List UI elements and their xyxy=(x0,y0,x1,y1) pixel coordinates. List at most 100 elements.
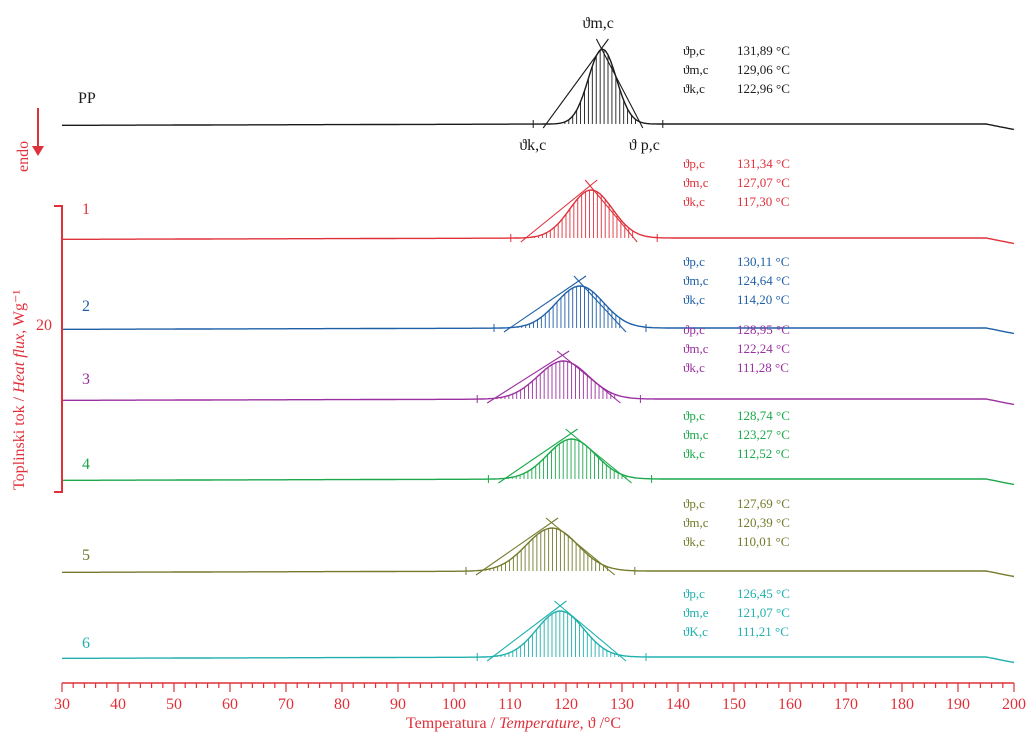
onset-tangent xyxy=(486,600,567,662)
x-tick-label: 90 xyxy=(390,696,406,713)
curve-line xyxy=(61,527,1015,578)
x-tick-label: 30 xyxy=(54,696,70,713)
annotation-block: ϑp,c 130,11 °C ϑm,c 124,64 °C ϑk,c 114,20 °C xyxy=(683,254,790,307)
x-tick-label: 70 xyxy=(278,696,294,713)
curve-1: 1 xyxy=(62,179,1015,245)
end-label: ϑ p,c xyxy=(629,137,660,154)
curve-line xyxy=(61,285,1015,335)
annotation-symbol: ϑk,c xyxy=(683,360,705,375)
annotation-value: 131,89 °C xyxy=(737,43,790,58)
onset-label: ϑk,c xyxy=(519,137,546,154)
x-tick-label: 80 xyxy=(334,696,350,713)
annotation-value: 127,07 °C xyxy=(737,175,790,190)
curve-6: 6 xyxy=(61,600,1015,664)
onset-tangent xyxy=(503,275,587,333)
annotation-symbol: ϑk,c xyxy=(683,534,705,549)
onset-tangent xyxy=(498,428,578,484)
curve-line xyxy=(61,360,1015,406)
annotation-block: ϑp,c 131,89 °C ϑm,c 129,06 °C ϑk,c 122,96 °C xyxy=(683,43,790,96)
annotation-symbol: ϑp,c xyxy=(683,586,705,601)
annotation-symbol: ϑm,c xyxy=(683,515,709,530)
annotation-value: 117,30 °C xyxy=(737,194,789,209)
annotation-symbol: ϑm,c xyxy=(683,427,709,442)
annotation-block: ϑp,c 131,34 °C ϑm,c 127,07 °C ϑk,c 117,30 °C xyxy=(683,156,790,209)
annotation-value: 122,96 °C xyxy=(737,81,790,96)
x-tick-label: 130 xyxy=(610,696,634,713)
annotation-value: 128,95 °C xyxy=(737,322,790,337)
annotation-symbol: ϑp,c xyxy=(683,408,705,423)
endo-label: endo xyxy=(15,141,32,172)
annotation-value: 124,64 °C xyxy=(737,273,790,288)
annotations-layer: ϑp,c 131,89 °Cϑm,c 129,06 °Cϑk,c 122,96 °Cϑ… xyxy=(519,15,790,639)
x-tick-label: 100 xyxy=(442,696,466,713)
onset-tangent xyxy=(542,38,609,129)
annotation-symbol: ϑm,c xyxy=(683,341,709,356)
annotation-symbol: ϑk,c xyxy=(683,194,705,209)
scale-bar-label: 20 xyxy=(36,317,52,334)
onset-tangent xyxy=(520,179,598,243)
annotation-value: 111,21 °C xyxy=(737,624,789,639)
annotation-value: 112,52 °C xyxy=(737,446,789,461)
annotation-value: 128,74 °C xyxy=(737,408,790,423)
annotation-symbol: ϑp,c xyxy=(683,156,705,171)
x-tick-label: 120 xyxy=(554,696,578,713)
curves-layer: PP 1 2 3 4 5 6 xyxy=(61,38,1015,664)
x-tick-label: 40 xyxy=(110,696,126,713)
annotation-value: 129,06 °C xyxy=(737,62,790,77)
x-tick-label: 160 xyxy=(778,696,802,713)
curve-line xyxy=(61,610,1015,664)
end-tangent xyxy=(545,517,616,576)
annotation-block: ϑp,c 128,74 °C ϑm,c 123,27 °C ϑk,c 112,52 °C xyxy=(683,408,790,461)
annotation-value: 111,28 °C xyxy=(737,360,789,375)
curve-4: 4 xyxy=(61,428,1015,486)
x-axis: 30 40 50 60 70 80 90 100 110 120 130 140 150 160 170 18… xyxy=(54,682,1026,713)
annotation-symbol: ϑk,c xyxy=(683,81,705,96)
annotation-symbol: ϑm,c xyxy=(683,273,709,288)
annotation-symbol: ϑm,c xyxy=(683,175,709,190)
x-axis-title: Temperatura / Temperature, ϑ /°C xyxy=(406,715,621,732)
annotation-value: 126,45 °C xyxy=(737,586,790,601)
end-tangent xyxy=(554,600,627,662)
x-tick-label: 60 xyxy=(222,696,238,713)
annotation-block: ϑp,c 126,45 °C ϑm,e 121,07 °C ϑK,c 111,21 °C xyxy=(683,586,790,639)
x-tick-label: 200 xyxy=(1002,696,1026,713)
y-axis-title: Toplinski tok / Heat flux, Wg⁻¹ xyxy=(11,290,28,490)
annotation-symbol: ϑm,c xyxy=(683,62,709,77)
annotation-value: 131,34 °C xyxy=(737,156,790,171)
curve-line xyxy=(61,438,1015,486)
annotation-value: 127,69 °C xyxy=(737,496,790,511)
annotation-block: ϑp,c 128,95 °C ϑm,c 122,24 °C ϑk,c 111,28 °C xyxy=(683,322,790,375)
annotation-value: 120,39 °C xyxy=(737,515,790,530)
x-tick-label: 150 xyxy=(722,696,746,713)
x-tick-label: 170 xyxy=(834,696,858,713)
curve-line xyxy=(62,48,1015,131)
series-label: 2 xyxy=(82,298,90,315)
end-tangent xyxy=(595,38,644,129)
curve-line xyxy=(62,189,1015,245)
annotation-symbol: ϑp,c xyxy=(683,496,705,511)
curve-2: 2 xyxy=(61,275,1015,335)
annotation-value: 121,07 °C xyxy=(737,605,790,620)
series-label: 1 xyxy=(82,201,90,218)
onset-tangent xyxy=(475,517,559,576)
end-tangent xyxy=(584,179,638,243)
series-label: 3 xyxy=(82,371,90,388)
scale-bar: 20 xyxy=(36,205,63,493)
x-tick-label: 110 xyxy=(498,696,521,713)
annotation-symbol: ϑm,e xyxy=(683,605,709,620)
annotation-value: 122,24 °C xyxy=(737,341,790,356)
peak-label: ϑm,c xyxy=(582,15,613,32)
end-tangent xyxy=(565,428,632,484)
curve-3: 3 xyxy=(61,350,1015,406)
annotation-symbol: ϑp,c xyxy=(683,43,705,58)
annotation-value: 114,20 °C xyxy=(737,292,789,307)
series-label: 5 xyxy=(82,547,90,564)
x-tick-label: 50 xyxy=(166,696,182,713)
annotation-value: 123,27 °C xyxy=(737,427,790,442)
annotation-symbol: ϑk,c xyxy=(683,292,705,307)
annotation-symbol: ϑp,c xyxy=(683,322,705,337)
series-label: 4 xyxy=(82,456,90,473)
onset-tangent xyxy=(486,350,570,404)
endo-indicator: endo xyxy=(15,108,44,172)
x-tick-label: 180 xyxy=(890,696,914,713)
